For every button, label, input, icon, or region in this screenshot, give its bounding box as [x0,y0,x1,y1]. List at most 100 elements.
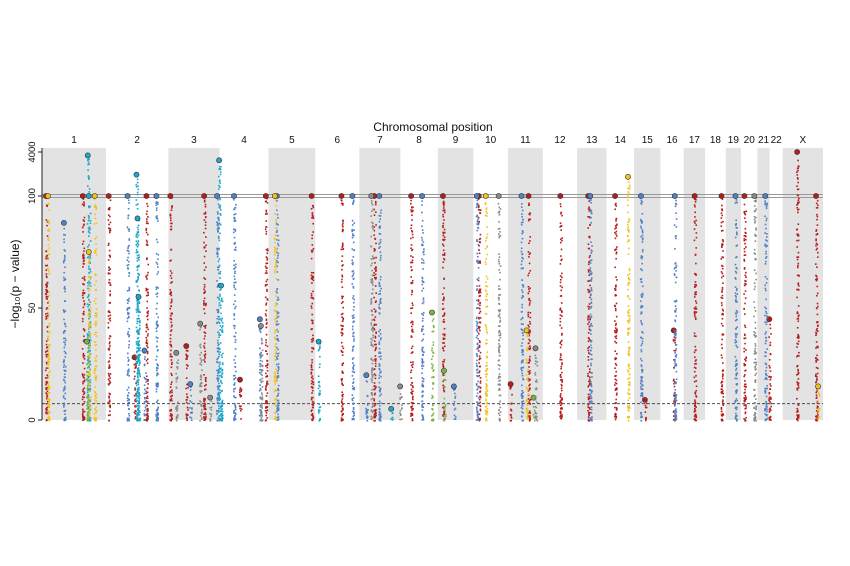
snp-point [353,298,355,301]
snp-point [137,228,140,231]
snp-point [216,255,219,258]
snp-point [410,415,412,417]
snp-point [63,238,65,241]
snp-point [421,229,424,231]
snp-point [88,205,90,208]
snp-point [734,224,737,226]
snp-point [673,405,676,407]
snp-point [352,335,354,337]
snp-point [138,397,140,400]
snp-point [83,329,86,332]
snp-point [744,235,747,237]
snp-point [478,346,481,349]
snp-point [378,214,381,217]
snp-point [521,351,523,354]
snp-point [720,354,723,356]
snp-point [82,219,85,221]
snp-point [89,222,92,225]
snp-point [587,418,590,421]
snp-point [693,315,696,317]
snp-point [83,220,86,222]
snp-point [675,396,677,398]
snp-point [559,375,562,377]
snp-point [522,359,524,361]
snp-point [672,338,675,341]
snp-point [528,358,531,360]
snp-point [155,286,158,289]
snp-point [411,304,414,306]
snp-point [352,314,355,317]
snp-point [147,310,150,313]
snp-point [340,281,343,283]
snp-point [590,272,593,274]
snp-point [310,294,313,297]
snp-point [341,312,344,315]
snp-point [615,285,617,287]
snp-point [722,374,724,377]
snp-point [378,410,381,413]
snp-point [560,295,563,297]
snp-point [527,324,530,326]
snp-point [218,402,220,405]
snp-point [171,361,173,364]
snp-point [203,286,206,288]
snp-point [410,361,412,364]
snp-point [615,284,617,287]
snp-point [588,261,590,263]
snp-point [138,359,141,362]
snp-point [641,220,643,222]
snp-point [475,352,478,355]
snp-point [341,383,343,386]
snp-point [527,313,530,316]
snp-point [109,404,111,407]
snp-point [127,360,130,362]
snp-point [218,334,220,336]
snp-point [220,379,222,382]
snp-point [411,329,414,331]
snp-point [137,347,140,349]
snp-point [260,371,263,373]
snp-point [64,356,67,358]
snp-point [275,363,278,366]
snp-point [479,401,481,404]
snp-point [476,406,478,409]
snp-point [352,229,354,232]
snp-point [218,247,220,250]
snp-point [108,419,110,422]
snp-point [127,199,130,202]
snp-point [87,256,90,258]
snp-point [561,276,563,279]
snp-point [735,289,738,292]
snp-point [46,307,49,309]
snp-point [721,418,724,421]
snp-point [735,412,737,415]
snp-point [744,399,746,401]
snp-point [560,279,562,281]
snp-point [375,331,377,334]
snp-point [736,399,738,402]
snp-point [743,385,746,388]
snp-point [528,299,530,301]
snp-point [311,413,314,415]
snp-point [109,199,112,202]
snp-point [156,326,159,328]
snp-point [217,391,220,394]
snp-point [220,418,222,421]
snp-point [311,212,314,214]
snp-point [136,280,138,283]
snp-point [520,415,523,418]
snp-point [478,288,481,291]
snp-point [476,334,479,337]
snp-point [412,256,414,258]
snp-point [478,238,481,241]
snp-point [735,334,737,337]
snp-point [640,222,643,224]
snp-point [147,263,150,266]
snp-point [133,394,136,397]
snp-point [89,339,92,342]
snp-point [641,292,644,295]
snp-point [673,393,676,395]
snp-point [814,357,817,359]
snp-point [45,403,48,405]
snp-point [232,303,235,306]
